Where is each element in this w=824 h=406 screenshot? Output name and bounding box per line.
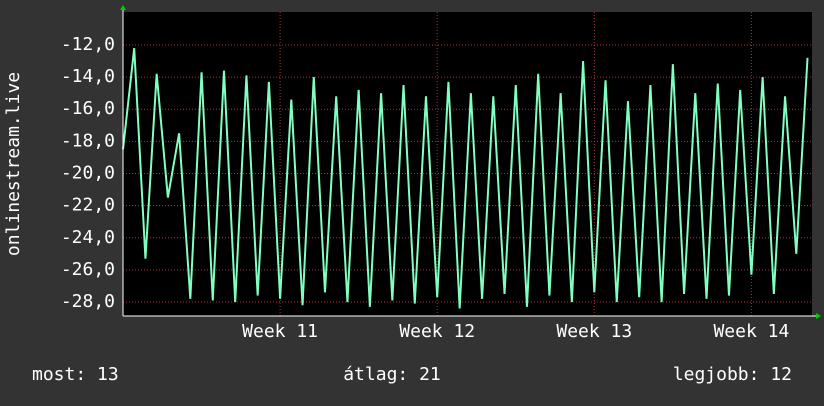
- y-tick-label: -24,0: [61, 227, 115, 248]
- y-tick-label: -14,0: [61, 66, 115, 87]
- y-tick-label: -26,0: [61, 259, 115, 280]
- x-tick-label: Week 13: [556, 321, 632, 342]
- axis-arrow: [120, 5, 126, 10]
- y-tick-label: -20,0: [61, 162, 115, 183]
- footer-item: legjobb: 12: [673, 364, 792, 385]
- data-line: [122, 48, 809, 309]
- x-tick-label: Week 11: [242, 321, 318, 342]
- y-tick-label: -12,0: [61, 34, 115, 55]
- x-tick-label: Week 12: [399, 321, 475, 342]
- y-tick-label: -16,0: [61, 98, 115, 119]
- y-tick-label: -22,0: [61, 195, 115, 216]
- footer-item: átlag: 21: [343, 364, 441, 385]
- x-tick-label: Week 14: [713, 321, 789, 342]
- y-axis-label: onlinestream.live: [3, 72, 24, 256]
- y-tick-label: -28,0: [61, 291, 115, 312]
- y-tick-label: -18,0: [61, 130, 115, 151]
- footer-item: most: 13: [32, 364, 119, 385]
- axis-arrow: [816, 313, 821, 319]
